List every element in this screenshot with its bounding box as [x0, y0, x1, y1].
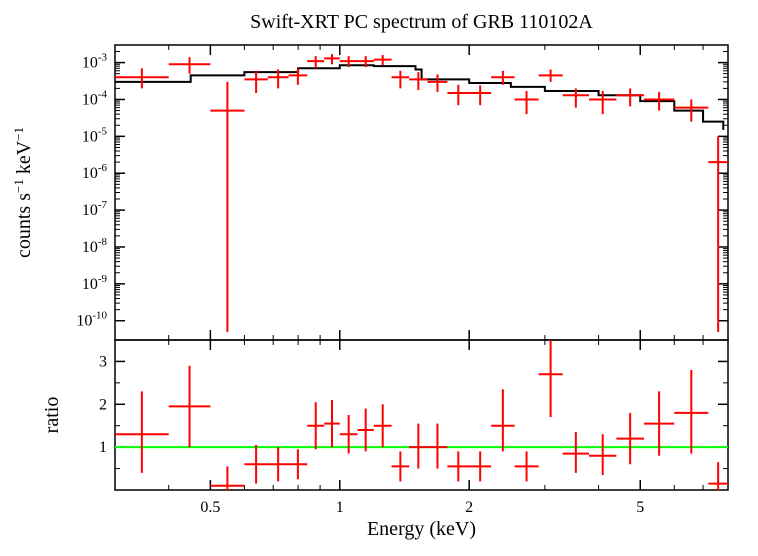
top-panel-data: [115, 54, 728, 332]
y-tick-label-bottom: 1: [99, 439, 107, 456]
y-tick-label-top: 10-10: [76, 310, 107, 330]
y-tick-label-top: 10-4: [82, 88, 108, 108]
y-tick-label-top: 10-6: [82, 162, 108, 182]
y-tick-label-top: 10-5: [82, 125, 108, 145]
y-tick-label-top: 10-7: [82, 199, 108, 219]
spectrum-chart: Swift-XRT PC spectrum of GRB 110102A 0.5 1…: [0, 0, 758, 556]
top-panel-frame: [115, 45, 728, 340]
x-tick-label: 0.5: [200, 499, 220, 516]
y-axis-label-bottom: ratio: [41, 397, 63, 434]
bottom-panel-frame: [115, 340, 728, 490]
x-tick-label: 2: [465, 499, 473, 516]
y-tick-label-top: 10-8: [82, 236, 108, 256]
y-tick-label-bottom: 2: [99, 396, 107, 413]
bottom-panel-data: [115, 340, 728, 490]
y-axis-label-top: counts s−1 keV−1: [11, 127, 35, 258]
chart-title: Swift-XRT PC spectrum of GRB 110102A: [250, 11, 593, 33]
x-tick-label: 5: [636, 499, 644, 516]
y-tick-label-top: 10-9: [82, 273, 108, 293]
x-axis-label: Energy (keV): [367, 518, 476, 540]
y-tick-label-bottom: 3: [99, 353, 107, 370]
x-tick-label: 1: [336, 499, 344, 516]
chart-svg: Swift-XRT PC spectrum of GRB 110102A 0.5 1…: [0, 0, 758, 556]
y-tick-label-top: 10-3: [82, 52, 108, 72]
